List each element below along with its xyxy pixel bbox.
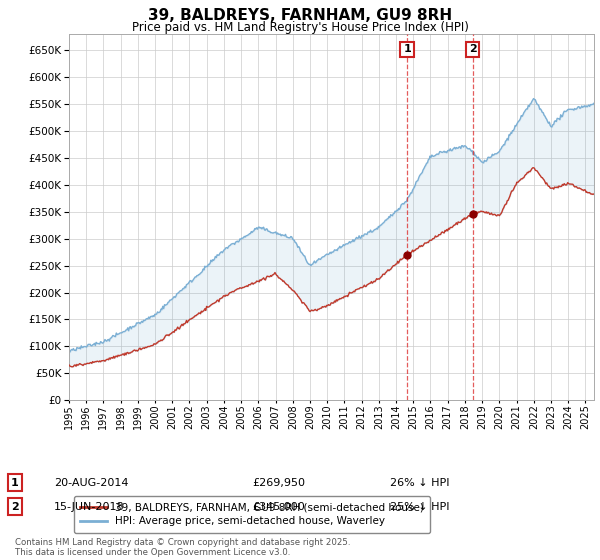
Text: £345,000: £345,000	[252, 502, 305, 512]
Text: 2: 2	[11, 502, 19, 512]
Text: 15-JUN-2018: 15-JUN-2018	[54, 502, 125, 512]
Text: 1: 1	[11, 478, 19, 488]
Text: 25% ↓ HPI: 25% ↓ HPI	[390, 502, 449, 512]
Legend: 39, BALDREYS, FARNHAM, GU9 8RH (semi-detached house), HPI: Average price, semi-d: 39, BALDREYS, FARNHAM, GU9 8RH (semi-det…	[74, 496, 430, 533]
Text: £269,950: £269,950	[252, 478, 305, 488]
Text: Price paid vs. HM Land Registry's House Price Index (HPI): Price paid vs. HM Land Registry's House …	[131, 21, 469, 34]
Text: 26% ↓ HPI: 26% ↓ HPI	[390, 478, 449, 488]
Text: 2: 2	[469, 44, 476, 54]
Text: 39, BALDREYS, FARNHAM, GU9 8RH: 39, BALDREYS, FARNHAM, GU9 8RH	[148, 8, 452, 24]
Text: 20-AUG-2014: 20-AUG-2014	[54, 478, 128, 488]
Text: 1: 1	[403, 44, 411, 54]
Text: Contains HM Land Registry data © Crown copyright and database right 2025.
This d: Contains HM Land Registry data © Crown c…	[15, 538, 350, 557]
